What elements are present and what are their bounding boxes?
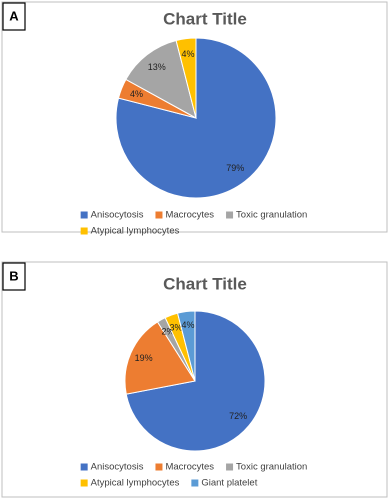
panel-label: B (9, 268, 18, 283)
data-label: 19% (135, 353, 153, 363)
legend-label: Giant platelet (201, 478, 257, 489)
legend-swatch (155, 211, 163, 219)
pie-slice (124, 321, 196, 395)
legend-label: Macrocytes (165, 462, 214, 473)
legend-swatch (191, 479, 199, 487)
legend-swatch (80, 463, 88, 471)
data-label: 4% (130, 89, 143, 99)
panel-label-box (2, 262, 26, 291)
pie-slice (175, 37, 197, 119)
legend-label: Toxic granulation (236, 210, 307, 221)
legend-swatch (80, 227, 88, 235)
data-label: 72% (229, 411, 247, 421)
legend-swatch (80, 211, 88, 219)
data-label: 4% (181, 320, 194, 330)
panel-label: A (9, 8, 19, 23)
legend-label: Anisocytosis (91, 210, 144, 221)
legend-label: Anisocytosis (91, 462, 144, 473)
pie-slice (125, 39, 197, 119)
legend-swatch (80, 479, 88, 487)
legend-swatch (155, 463, 163, 471)
panel-label-box (2, 2, 26, 31)
legend-label: Atypical lymphocytes (91, 478, 180, 489)
data-label: 13% (148, 62, 166, 72)
legend-label: Macrocytes (165, 210, 214, 221)
data-label: 2% (162, 326, 175, 336)
legend-swatch (226, 211, 234, 219)
legend-swatch (226, 463, 234, 471)
pie-slice (176, 310, 196, 382)
data-label: 79% (226, 163, 244, 173)
legend-label: Atypical lymphocytes (91, 226, 180, 237)
legend-label: Toxic granulation (236, 462, 307, 473)
data-label: 4% (181, 49, 194, 59)
data-label: 3% (170, 323, 183, 333)
chart-title: Chart Title (163, 9, 247, 28)
pie-slice (125, 310, 266, 452)
chart-title: Chart Title (163, 274, 247, 293)
